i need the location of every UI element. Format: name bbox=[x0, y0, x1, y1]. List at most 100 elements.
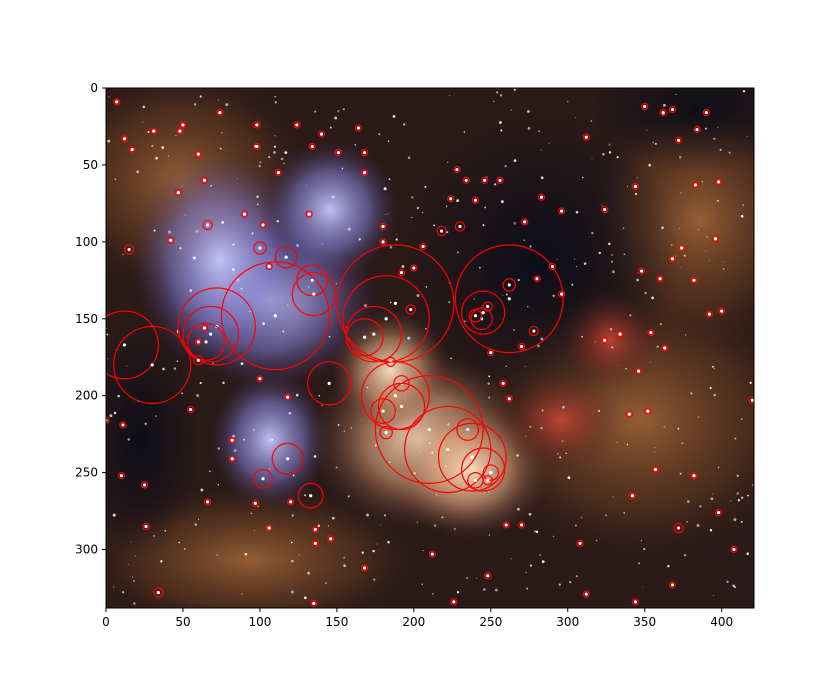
x-tick-label: 200 bbox=[402, 615, 425, 629]
star bbox=[636, 278, 639, 282]
blob-circle-140 bbox=[265, 524, 273, 532]
x-tick-label: 350 bbox=[633, 615, 656, 629]
blob-core bbox=[539, 195, 544, 199]
star bbox=[634, 192, 638, 196]
star bbox=[680, 266, 682, 268]
star bbox=[712, 493, 714, 495]
blob-circle-78 bbox=[453, 165, 461, 174]
blob-circle-91 bbox=[631, 182, 640, 191]
blob-circle-134 bbox=[311, 539, 320, 548]
star bbox=[487, 382, 490, 385]
blob-core bbox=[122, 137, 127, 141]
star bbox=[457, 251, 459, 254]
star bbox=[262, 322, 265, 325]
blob-core bbox=[329, 537, 333, 541]
star bbox=[233, 449, 237, 452]
star bbox=[513, 88, 516, 91]
blob-core bbox=[653, 467, 658, 472]
blob-circle-136 bbox=[297, 482, 324, 509]
star bbox=[314, 110, 317, 113]
star bbox=[358, 238, 361, 241]
star bbox=[524, 365, 526, 367]
blob-core bbox=[412, 266, 416, 270]
star bbox=[383, 187, 387, 191]
blob-core bbox=[196, 358, 200, 362]
blob-core bbox=[312, 292, 316, 296]
star bbox=[709, 386, 712, 390]
star bbox=[343, 556, 346, 559]
star bbox=[662, 103, 666, 107]
blob-circle-88 bbox=[557, 207, 566, 215]
star bbox=[197, 518, 200, 520]
star bbox=[709, 260, 710, 262]
blob-core bbox=[663, 346, 667, 350]
blob-core bbox=[310, 278, 314, 282]
star bbox=[179, 247, 182, 250]
star bbox=[429, 459, 431, 460]
star bbox=[576, 266, 578, 268]
blob-circle-145 bbox=[117, 472, 126, 480]
star bbox=[602, 153, 605, 156]
blob-core bbox=[618, 332, 622, 336]
blob-circle-53 bbox=[405, 304, 416, 315]
star bbox=[661, 226, 664, 230]
star bbox=[284, 151, 288, 154]
star bbox=[122, 253, 124, 256]
blob-core bbox=[504, 523, 508, 527]
star bbox=[663, 426, 665, 428]
star bbox=[697, 228, 699, 230]
blob-core bbox=[693, 183, 698, 187]
blob-core bbox=[439, 229, 444, 233]
star bbox=[236, 178, 238, 180]
blob-core bbox=[362, 566, 367, 570]
blob-core bbox=[258, 377, 262, 381]
star bbox=[209, 470, 211, 473]
star bbox=[305, 184, 307, 186]
blob-circle-89 bbox=[582, 133, 590, 141]
star bbox=[704, 127, 708, 130]
blob-circle-17 bbox=[360, 168, 369, 177]
blob-circle-9 bbox=[253, 142, 261, 151]
blob-core bbox=[466, 427, 470, 432]
star bbox=[719, 148, 722, 151]
blob-core bbox=[176, 191, 180, 195]
star bbox=[749, 381, 752, 385]
star bbox=[431, 592, 434, 595]
star bbox=[529, 425, 532, 428]
star bbox=[697, 416, 700, 418]
blob-core bbox=[399, 271, 404, 275]
blob-core bbox=[189, 407, 193, 412]
star bbox=[419, 451, 421, 453]
blob-core bbox=[202, 178, 207, 182]
blob-core bbox=[313, 527, 317, 532]
blob-circle-12 bbox=[317, 130, 326, 138]
star bbox=[292, 474, 295, 477]
blob-core bbox=[384, 431, 388, 435]
star bbox=[221, 131, 223, 134]
star bbox=[142, 105, 146, 109]
star bbox=[527, 110, 530, 113]
star bbox=[581, 335, 583, 338]
blob-circle-124 bbox=[582, 590, 590, 598]
star bbox=[498, 121, 502, 124]
x-tick-label: 300 bbox=[556, 615, 579, 629]
star bbox=[681, 442, 684, 445]
star bbox=[626, 443, 629, 446]
blob-core bbox=[473, 478, 478, 482]
blob-circle-68 bbox=[454, 244, 564, 354]
star bbox=[510, 109, 512, 111]
star bbox=[609, 327, 613, 331]
blob-core bbox=[273, 314, 277, 318]
star bbox=[667, 565, 670, 568]
blob-circle-120 bbox=[714, 508, 723, 517]
x-tick-label: 250 bbox=[479, 615, 502, 629]
blob-core bbox=[399, 404, 404, 409]
star bbox=[241, 593, 243, 595]
blob-core bbox=[603, 207, 607, 212]
blob-core bbox=[312, 601, 316, 605]
star bbox=[121, 591, 125, 594]
blob-core bbox=[261, 223, 265, 227]
star bbox=[184, 214, 186, 216]
star bbox=[598, 251, 602, 255]
